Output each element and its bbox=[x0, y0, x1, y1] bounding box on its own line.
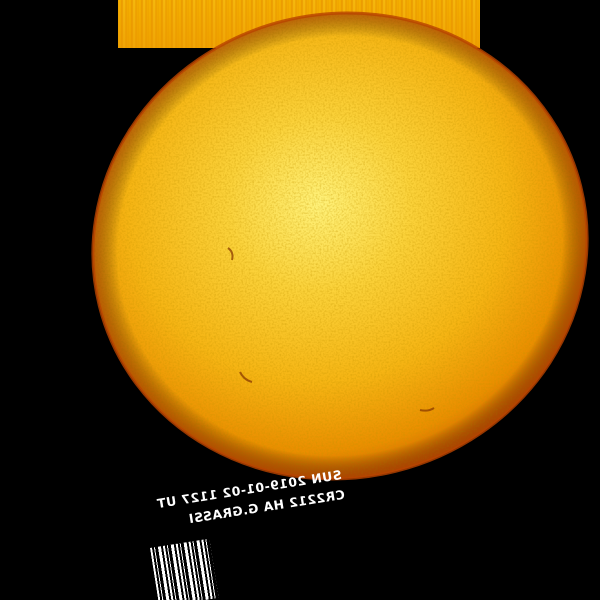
barcode-scale-bar bbox=[150, 538, 219, 600]
filament-marks bbox=[227, 247, 435, 412]
limb-rim bbox=[91, 11, 589, 481]
limb-darkening bbox=[92, 13, 588, 479]
